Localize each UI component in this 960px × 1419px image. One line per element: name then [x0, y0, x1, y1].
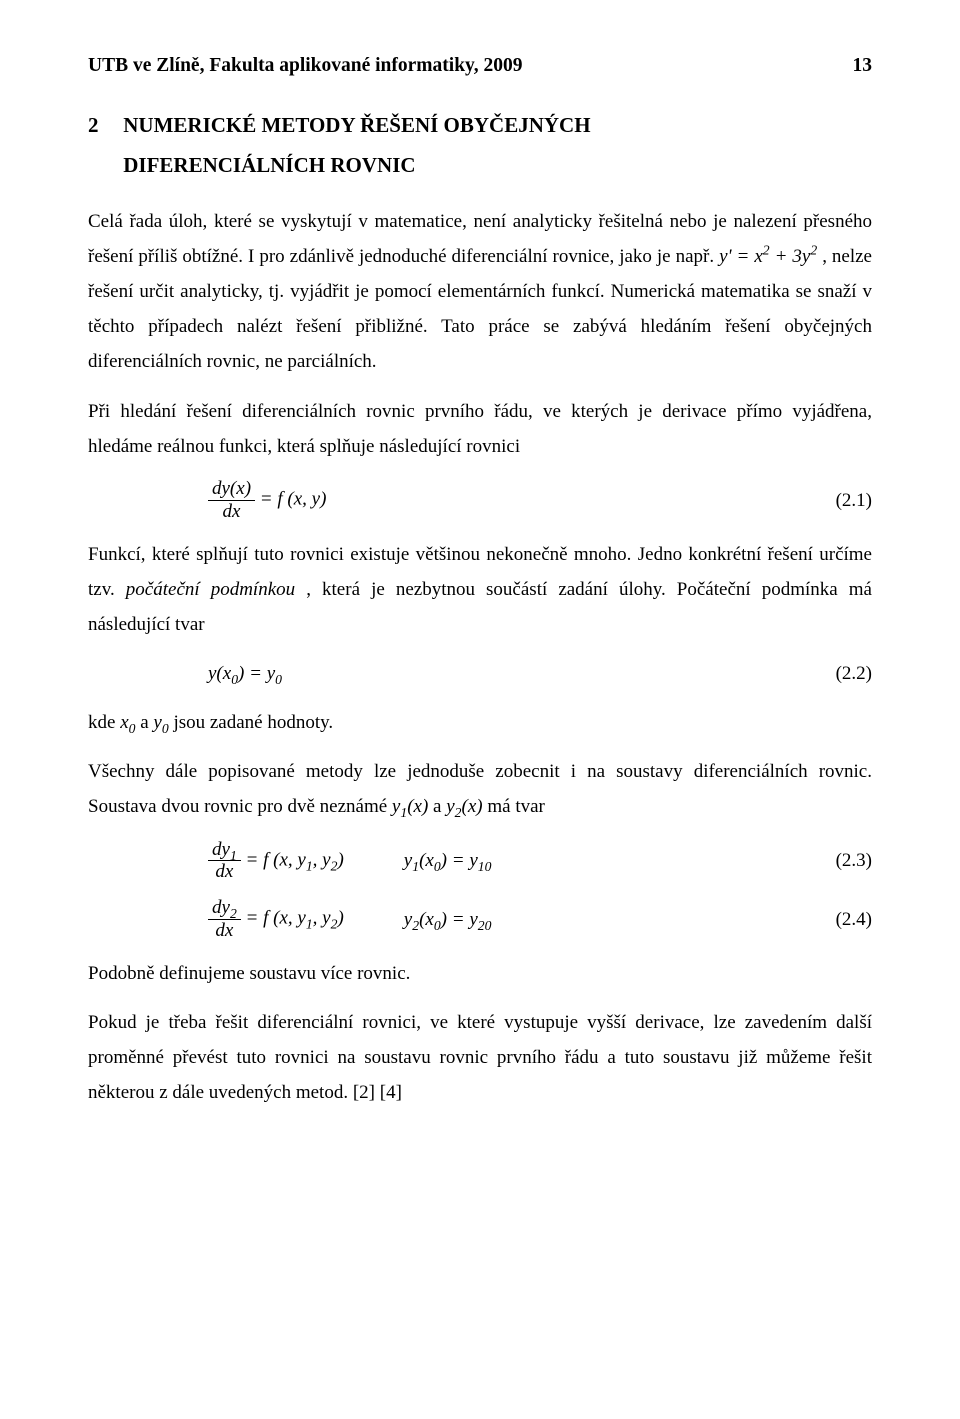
eq24-den: dx: [208, 920, 241, 942]
inline-math-ode: y' = x2 + 3y2: [719, 246, 822, 267]
eq24-rhs-b: , y: [313, 908, 331, 929]
section-title-line2: DIFERENCIÁLNÍCH ROVNIC: [123, 153, 415, 177]
running-header: UTB ve Zlíně, Fakulta aplikované informa…: [88, 48, 872, 84]
ode-lhs: y' = x: [719, 246, 763, 267]
header-left: UTB ve Zlíně, Fakulta aplikované informa…: [88, 48, 522, 84]
para4-b: a: [140, 712, 153, 733]
eq23-den: dx: [208, 861, 241, 883]
page: UTB ve Zlíně, Fakulta aplikované informa…: [0, 0, 960, 1419]
paragraph-2: Při hledání řešení diferenciálních rovni…: [88, 394, 872, 464]
para5-b: a: [433, 796, 446, 817]
equation-2-1: dy(x) dx = f (x, y) (2.1): [88, 478, 872, 523]
eq23-ic: y1(x0) = y10: [404, 843, 492, 878]
eq23-rhs-b: , y: [313, 849, 331, 870]
paragraph-1: Celá řada úloh, které se vyskytují v mat…: [88, 204, 872, 380]
eq22-a: y(x: [208, 663, 231, 684]
eq23-rhs-sub1: 1: [306, 858, 313, 873]
section-heading: 2 NUMERICKÉ METODY ŘEŠENÍ OBYČEJNÝCH DIF…: [88, 106, 872, 186]
ode-exp2: 2: [810, 243, 817, 258]
eq23-tag: (2.3): [812, 843, 872, 878]
x0-sub: 0: [129, 721, 136, 736]
section-number: 2: [88, 106, 118, 146]
eq23-ic-sub0: 0: [434, 859, 441, 874]
paragraph-4: kde x0 a y0 jsou zadané hodnoty.: [88, 705, 872, 740]
inline-y1x: y1(x): [392, 796, 428, 817]
eq23-ic-sub10: 10: [478, 859, 492, 874]
y2x: y: [446, 796, 454, 817]
y2x-arg: (x): [462, 796, 483, 817]
eq24-rhs-c: ): [337, 908, 343, 929]
eq24-ic-b: (x: [419, 909, 434, 930]
eq24-ic-c: ) = y: [441, 909, 478, 930]
eq21-numerator: dy(x): [208, 478, 255, 501]
eq22-sub-b: 0: [275, 672, 282, 687]
y0-sub: 0: [162, 721, 169, 736]
eq23-ic-b: (x: [419, 850, 434, 871]
para4-c: jsou zadané hodnoty.: [173, 712, 333, 733]
y1x-arg: (x): [407, 796, 428, 817]
eq23-ode: dy1 dx = f (x, y1, y2): [208, 839, 344, 884]
eq23-ic-a: y: [404, 850, 412, 871]
eq23-num-sub: 1: [230, 847, 237, 862]
eq24-ic: y2(x0) = y20: [404, 902, 492, 937]
section-title-line1: NUMERICKÉ METODY ŘEŠENÍ OBYČEJNÝCH: [123, 113, 590, 137]
eq22-b: ) = y: [238, 663, 275, 684]
eq21-tag: (2.1): [812, 483, 872, 518]
eq24-rhs-sub1: 1: [306, 917, 313, 932]
para5-c: má tvar: [487, 796, 545, 817]
x0: x: [120, 712, 128, 733]
paragraph-3: Funkcí, které splňují tuto rovnici exist…: [88, 537, 872, 642]
para3-italic: počáteční podmínkou: [126, 579, 295, 600]
equation-2-2: y(x0) = y0 (2.2): [88, 656, 872, 691]
paragraph-5: Všechny dále popisované metody lze jedno…: [88, 754, 872, 824]
eq21-body: dy(x) dx = f (x, y): [208, 478, 326, 523]
inline-y2x: y2(x): [446, 796, 482, 817]
equation-2-4: dy2 dx = f (x, y1, y2) y2(x0) = y20 (2.4…: [88, 897, 872, 942]
paragraph-6: Podobně definujeme soustavu více rovnic.: [88, 956, 872, 991]
eq24-rhs-a: = f (x, y: [246, 908, 306, 929]
eq24-ic-sub0: 0: [434, 918, 441, 933]
inline-y0: y0: [153, 712, 168, 733]
eq24-tag: (2.4): [812, 902, 872, 937]
eq23-num: dy: [212, 839, 230, 860]
eq21-rhs: = f (x, y): [260, 489, 327, 510]
eq24-ic-sub20: 20: [478, 918, 492, 933]
eq24-num-sub: 2: [230, 906, 237, 921]
eq22-body: y(x0) = y0: [208, 656, 282, 691]
eq23-rhs-a: = f (x, y: [246, 849, 306, 870]
eq21-denominator: dx: [208, 501, 255, 523]
y0: y: [153, 712, 161, 733]
equation-2-3: dy1 dx = f (x, y1, y2) y 1 (x0) = y10 (2.3…: [88, 839, 872, 884]
eq23-ic-c: ) = y: [441, 850, 478, 871]
inline-x0: x0: [120, 712, 135, 733]
eq24-ode: dy2 dx = f (x, y1, y2): [208, 897, 344, 942]
para4-a: kde: [88, 712, 120, 733]
eq24-ic-a: y: [404, 909, 412, 930]
eq22-tag: (2.2): [812, 656, 872, 691]
ode-plus: + 3y: [770, 246, 811, 267]
ode-exp1: 2: [763, 243, 770, 258]
paragraph-7: Pokud je třeba řešit diferenciální rovni…: [88, 1005, 872, 1110]
y2x-sub: 2: [455, 805, 462, 820]
page-number: 13: [853, 48, 873, 84]
eq23-rhs-c: ): [337, 849, 343, 870]
eq24-num: dy: [212, 897, 230, 918]
